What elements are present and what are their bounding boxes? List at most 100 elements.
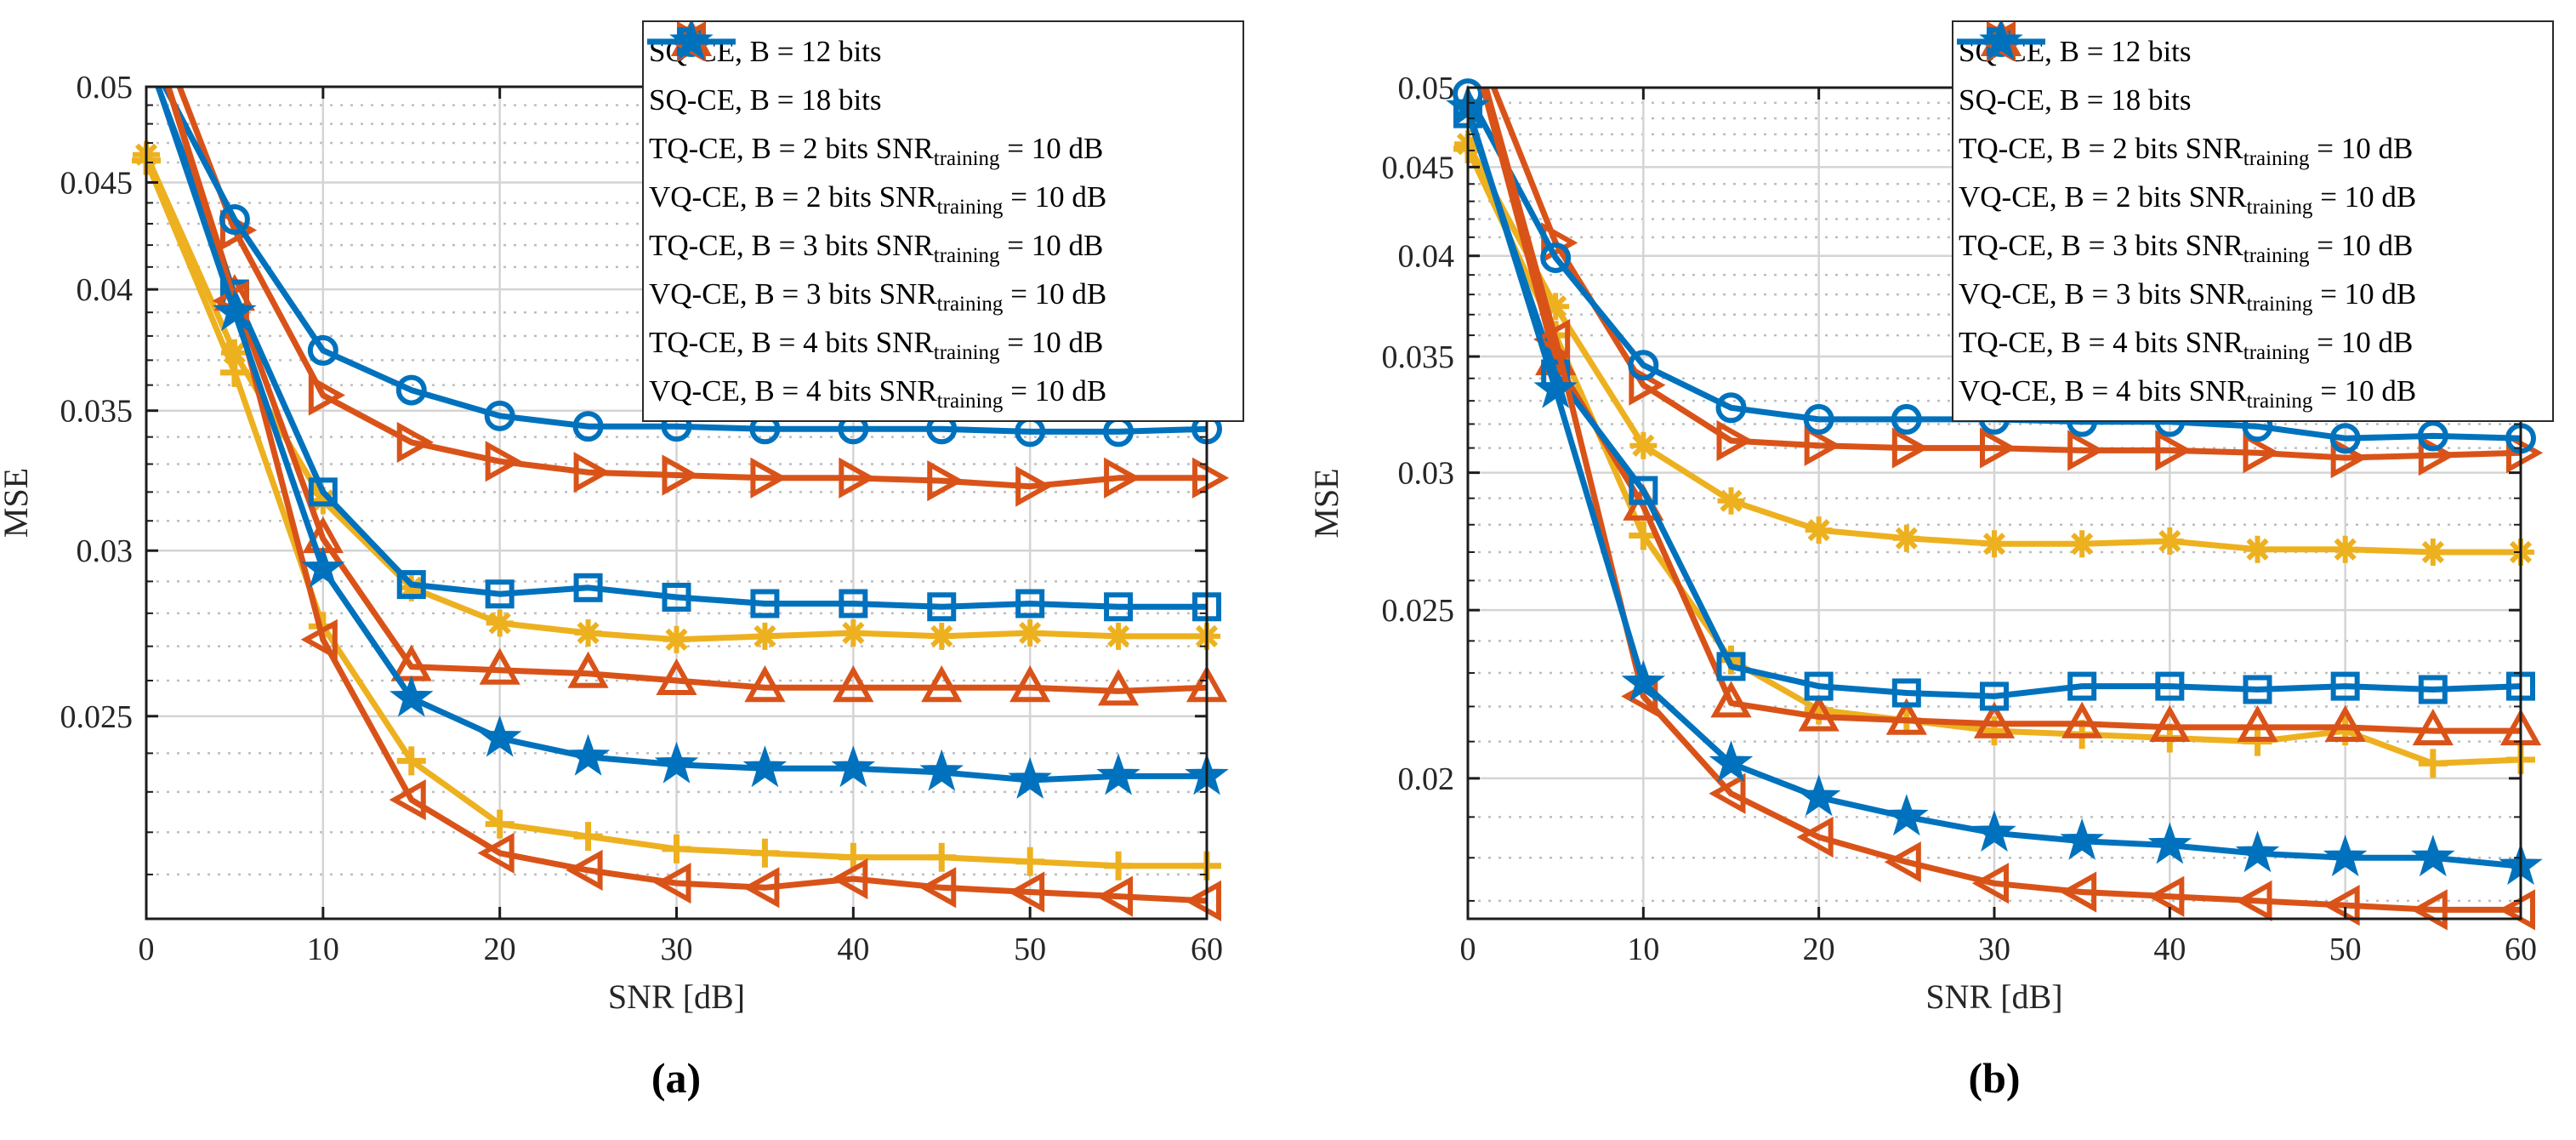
plus-marker [750,838,780,868]
triangle-right-marker-shape [1192,457,1230,499]
y-tick-label: 0.03 [77,533,134,569]
triangle-up-marker-shape [1798,694,1840,732]
series-line-tq-ce-b-2-bits-snr-training [1490,88,2521,461]
square-marker [2067,671,2097,701]
triangle-up-marker-shape [2237,704,2278,742]
star-marker [1885,794,1929,836]
tick-labels: 0.05 0.045 0.04 0.035 0.03 0.025 0 10 20 30 40 50 60… [0,70,1223,1016]
legend-entry: TQ-CE, B = 3 bits SNRtraining = 10 dB [1957,22,2544,270]
square-marker [1891,678,1921,708]
circle-marker [1628,350,1659,381]
plus-marker [219,357,249,387]
triangle-up-marker [1885,698,1927,735]
square-marker [750,589,780,618]
star-marker [1796,774,1841,817]
triangle-right-marker [485,441,522,482]
triangle-right-marker-shape [750,457,788,499]
asterisk-marker-shape [1629,431,1658,459]
square-marker [927,592,957,622]
plus-marker [1629,521,1658,550]
asterisk-marker-shape [839,618,867,647]
star-marker [2411,835,2455,877]
caption-a: (a) [651,1054,702,1102]
circle-marker-shape [307,334,338,366]
star-marker [742,745,788,788]
legend-entry-label: VQ-CE, B = 2 bits SNRtraining = 10 dB [649,180,1107,219]
square-marker [485,579,515,609]
x-tick-label: 40 [837,932,869,967]
triangle-left-marker [1884,841,1921,883]
circle-marker-shape [1803,403,1834,435]
triangle-right-marker-shape [485,441,522,482]
triangle-left-marker-shape [1008,871,1045,913]
star-marker-shape [1972,810,2016,852]
plus-marker [1104,851,1134,881]
square-marker-shape [1015,589,1045,618]
legend-entry: VQ-CE, B = 2 bits SNRtraining = 10 dB [647,26,1234,221]
asterisk-marker [1981,530,2008,558]
triangle-right-marker [839,457,876,499]
star-marker [2323,835,2368,877]
triangle-left-marker-shape [477,832,515,874]
square-marker-shape [2067,671,2097,701]
asterisk-marker-shape [751,622,779,650]
circle-marker-shape [484,400,515,431]
triangle-left-marker-shape [919,867,957,909]
legend-entry-label: VQ-CE, B = 3 bits SNRtraining = 10 dB [649,277,1107,316]
x-tick-label: 60 [2505,932,2537,967]
y-tick-label: 0.045 [60,165,134,201]
triangle-right-marker-shape [1891,427,1929,469]
triangle-up-marker [567,651,609,688]
square-marker-shape [1804,671,1834,701]
triangle-left-marker [742,867,780,909]
triangle-left-marker-shape [2147,875,2185,917]
star-marker [2147,822,2192,864]
star-marker-shape [831,745,876,788]
star-marker-shape [919,749,964,791]
star-marker-shape [301,545,345,588]
chart-panel-a: 0.05 0.045 0.04 0.035 0.03 0.025 0 10 20 30 40 50 60… [0,20,1244,1102]
legend-entry-label: TQ-CE, B = 4 bits SNRtraining = 10 dB [649,326,1104,364]
plus-marker-shape [662,834,691,864]
triangle-left-marker [1709,772,1746,814]
circle-marker-shape [1715,392,1747,424]
triangle-left-marker-shape [2235,880,2272,922]
asterisk-marker [2419,538,2447,566]
triangle-left-marker [2147,875,2185,917]
triangle-right-marker [2155,430,2192,471]
triangle-right-marker-shape [1104,457,1141,499]
triangle-up-marker [2324,704,2366,742]
legend-entry: TQ-CE, B = 4 bits SNRtraining = 10 dB [1957,22,2544,367]
square-marker-shape [839,589,868,618]
x-tick-label: 0 [139,932,155,967]
triangle-up-marker [479,647,520,685]
triangle-right-marker [1541,222,1578,264]
triangle-left-marker [2323,885,2360,926]
star-marker-shape [2147,822,2192,864]
plus-marker-shape [573,822,603,852]
asterisk-marker [662,625,691,653]
triangle-up-marker [1009,665,1051,703]
star-marker-shape [1796,774,1841,817]
square-marker [396,570,426,600]
triangle-right-marker [750,457,788,499]
circle-marker [484,400,515,431]
star-marker-shape [1709,740,1754,783]
square-marker [1804,671,1834,701]
caption-b: (b) [1968,1054,2021,1102]
y-tick-label: 0.04 [1398,239,1455,275]
triangle-left-marker [1533,318,1571,361]
triangle-right-marker [2067,430,2105,471]
triangle-right-marker-shape [1804,425,1841,466]
triangle-left-marker-shape [1533,318,1571,361]
star-marker [301,545,345,588]
asterisk-marker [2243,535,2272,563]
series-tq-ce-b-4-bits-snr-training [164,87,1221,921]
legend-entry: VQ-CE, B = 2 bits SNRtraining = 10 dB [1957,26,2544,221]
square-marker [573,573,603,602]
circle-marker-shape [2417,420,2448,452]
triangle-up-marker [744,665,786,703]
series-vq-ce-b-4-bits-snr-training [1446,84,2543,886]
circle-marker-shape [572,411,604,442]
asterisk-marker-shape [1981,530,2008,558]
